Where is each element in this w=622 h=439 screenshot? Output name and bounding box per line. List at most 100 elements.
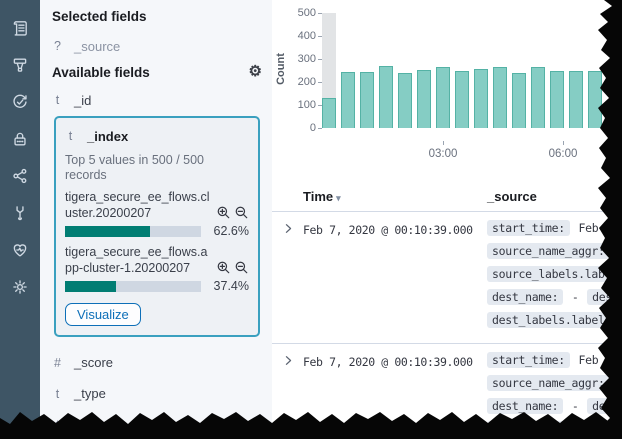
field-name-label: action <box>74 417 109 432</box>
index-field-name[interactable]: _index <box>87 128 129 144</box>
field-type-badge: ? <box>54 39 61 53</box>
pipeline-funnel-icon[interactable] <box>11 56 29 74</box>
document-row: Feb 7, 2020 @ 00:10:39.000 start_time: Fe… <box>272 212 622 344</box>
histogram-bar[interactable] <box>588 71 602 128</box>
y-axis-tick-label: 0 <box>309 122 316 134</box>
top-values-subtitle: Top 5 values in 500 / 500 records <box>65 153 204 182</box>
x-axis-tick-label: 03:00 <box>428 148 458 160</box>
row-source-cell: start_time: Feb 7, source_name_aggr:dest… <box>487 352 622 439</box>
field-name-label: _id <box>74 92 92 108</box>
source-line: start_time: Feb 7 <box>487 220 622 244</box>
progress-track <box>65 225 201 237</box>
field-name-label: _type <box>74 386 106 401</box>
histogram-bar[interactable] <box>550 71 564 128</box>
source-field-value: - <box>565 290 586 304</box>
histogram-bar[interactable] <box>569 71 583 128</box>
source-line: start_time: Feb 7, <box>487 352 622 376</box>
source-field-pill: source_name_aggr: <box>487 243 610 259</box>
x-axis-tick-mark <box>563 141 564 145</box>
selected-fields-heading: Selected fields <box>52 8 262 24</box>
source-field-pill: source_labels.lab <box>487 266 610 282</box>
histogram-bar[interactable] <box>512 73 526 128</box>
field-item-_id[interactable]: t _id <box>52 88 262 112</box>
time-column-header[interactable]: Time ▾ <box>303 189 341 204</box>
histogram-bar[interactable] <box>379 66 393 128</box>
uptime-clock-icon[interactable] <box>11 93 29 111</box>
source-field-pill: dest_labels.label <box>487 421 610 437</box>
histogram-bar[interactable] <box>531 67 545 128</box>
selected-fields-title: Selected fields <box>52 8 147 24</box>
document-row: Feb 7, 2020 @ 00:10:39.000 start_time: Fe… <box>272 344 622 439</box>
field-item-_type[interactable]: t _type <box>52 378 262 409</box>
progress-fill <box>65 280 116 292</box>
documents-table: Time ▾ _source Feb 7, 2020 @ 00:10:39.000… <box>272 182 622 439</box>
source-line: dest_labels.labels <box>487 312 622 336</box>
source-field-pill: dest, <box>587 398 622 414</box>
x-axis-tick-label: 06:00 <box>548 148 578 160</box>
histogram-bar[interactable] <box>322 98 336 128</box>
field-type-badge: t <box>55 93 60 107</box>
histogram-bar[interactable] <box>360 72 374 128</box>
row-timestamp: Feb 7, 2020 @ 00:10:39.000 <box>303 355 473 369</box>
expand-chevron-icon[interactable] <box>272 353 303 439</box>
magnify-minus-icon[interactable] <box>234 205 249 220</box>
histogram-bar[interactable] <box>474 69 488 128</box>
field-item-_score[interactable]: # _score <box>52 347 262 378</box>
histogram-bar[interactable] <box>493 67 507 128</box>
logs-scroll-icon[interactable] <box>11 19 29 37</box>
devtools-wrench-icon[interactable] <box>11 204 29 222</box>
y-axis-tick-label: 400 <box>297 30 316 42</box>
y-axis-tick-label: 300 <box>297 53 316 65</box>
source-field-value: Feb 7 <box>571 221 612 235</box>
source-line: source_name_aggr: <box>487 243 622 267</box>
top-value-bar-row: 37.4% <box>65 279 249 293</box>
source-line: source_name_aggr: <box>487 375 622 399</box>
y-axis-tick-label: 500 <box>297 7 316 19</box>
y-axis-tick-mark <box>318 82 322 83</box>
progress-fill <box>65 225 151 237</box>
available-fields-heading: Available fields ⚙ <box>52 64 262 80</box>
source-field-value: Feb 7, <box>571 353 619 367</box>
field-name-label: _score <box>74 355 114 370</box>
y-axis-tick-label: 200 <box>297 76 316 88</box>
field-type-badge: t <box>68 129 73 143</box>
expand-chevron-icon[interactable] <box>272 221 303 336</box>
histogram-chart: Count 0 100 200 300 400 500 03:00 06:00 <box>272 0 622 160</box>
histogram-bar[interactable] <box>436 67 450 128</box>
gear-icon[interactable]: ⚙ <box>248 63 262 80</box>
histogram-bar[interactable] <box>417 70 431 128</box>
y-axis-tick-mark <box>318 13 322 14</box>
source-line: dest_name: - dest <box>487 289 622 313</box>
source-field-pill: source_name_aggr: <box>487 375 610 391</box>
management-gear-icon[interactable] <box>11 278 29 296</box>
top-value-label: tigera_secure_ee_flows.cluster.20200207 <box>65 190 210 220</box>
magnify-plus-icon[interactable] <box>216 205 231 220</box>
histogram-bar[interactable] <box>455 71 469 128</box>
security-lock-icon[interactable] <box>11 130 29 148</box>
source-field-pill: start_time: <box>487 352 570 368</box>
source-field-pill: dest_name: <box>487 289 564 305</box>
histogram-bar[interactable] <box>341 72 355 128</box>
field-item-_source[interactable]: ? _source <box>52 34 262 58</box>
top-value-percent: 62.6% <box>213 224 249 238</box>
y-axis-tick-label: 100 <box>297 99 316 111</box>
monitoring-heartbeat-icon[interactable] <box>11 241 29 259</box>
visualize-button[interactable]: Visualize <box>65 303 141 326</box>
top-value-entry: tigera_secure_ee_flows.app-cluster-1.202… <box>65 245 249 276</box>
top-value-bar-row: 62.6% <box>65 224 249 238</box>
table-header-row: Time ▾ _source <box>272 182 622 212</box>
field-type-badge: t <box>55 417 60 432</box>
field-item-action[interactable]: t action <box>52 409 262 439</box>
top-value-percent: 37.4% <box>213 279 249 293</box>
sort-desc-caret-icon: ▾ <box>336 193 341 203</box>
y-axis-tick-mark <box>318 59 322 60</box>
field-type-badge: # <box>54 355 61 370</box>
magnify-minus-icon[interactable] <box>234 260 249 275</box>
row-source-cell: start_time: Feb 7 source_name_aggr:sourc… <box>487 220 622 336</box>
graph-share-icon[interactable] <box>11 167 29 185</box>
source-column-header: _source <box>487 189 537 204</box>
magnify-plus-icon[interactable] <box>216 260 231 275</box>
histogram-bar[interactable] <box>398 73 412 128</box>
source-line: dest_name: - dest, <box>487 398 622 422</box>
index-field-popup: t _index Top 5 values in 500 / 500 recor… <box>54 116 260 337</box>
